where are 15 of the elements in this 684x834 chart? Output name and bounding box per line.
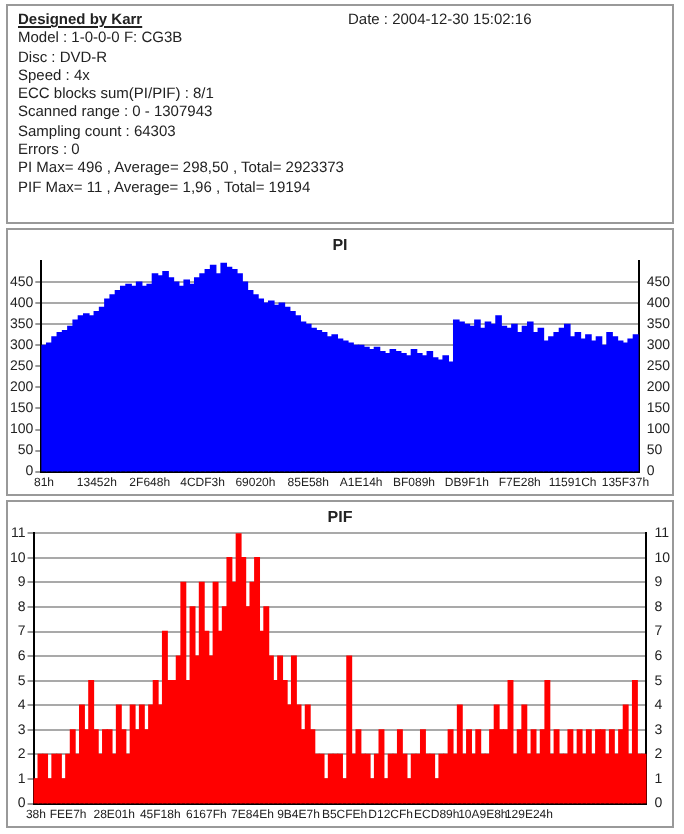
- chart-title: PI: [332, 236, 348, 255]
- bar: [42, 753, 49, 804]
- bar: [396, 729, 403, 804]
- bar: [429, 753, 436, 804]
- bar: [567, 729, 574, 804]
- bar: [521, 704, 528, 804]
- bar: [419, 729, 426, 804]
- bar: [627, 338, 635, 472]
- bar: [641, 753, 647, 804]
- bar: [544, 680, 551, 804]
- bar: [608, 729, 615, 804]
- bar: [180, 581, 187, 804]
- chart-title: PIF: [327, 508, 353, 527]
- bar: [290, 655, 297, 804]
- bar: [631, 680, 638, 804]
